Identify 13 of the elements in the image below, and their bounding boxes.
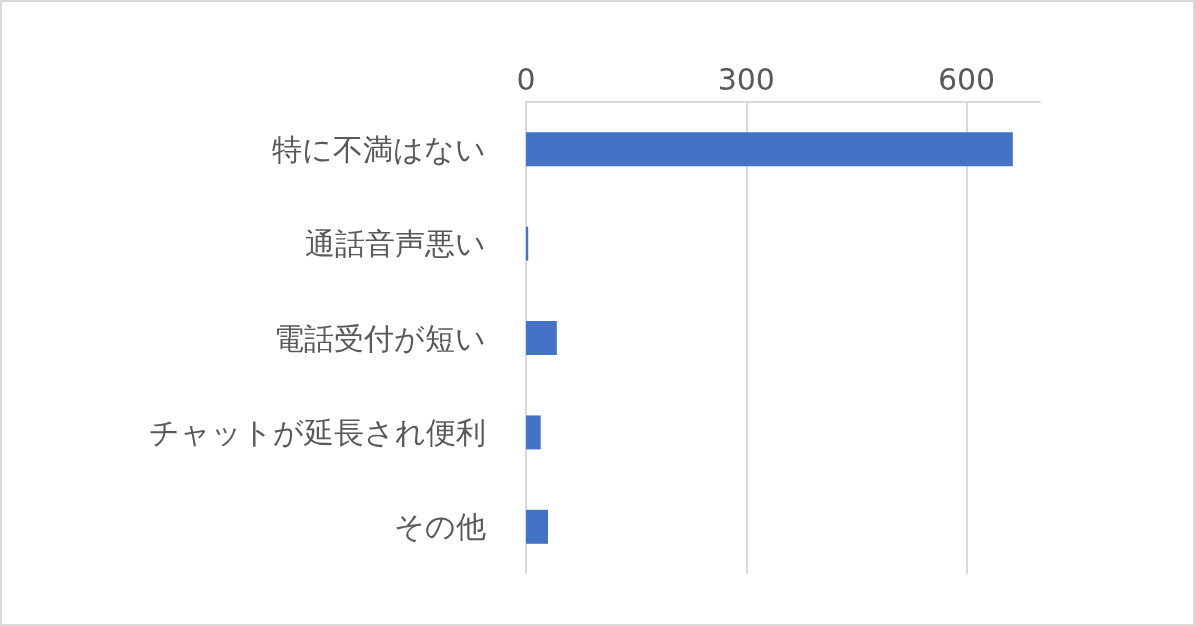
y-tick-label: 通話音声悪い — [305, 226, 486, 262]
bar — [526, 321, 557, 355]
bar — [526, 226, 529, 261]
y-tick-label: 電話受付が短い — [274, 320, 486, 356]
bar — [526, 509, 549, 544]
y-tick-label: 特に不満はない — [272, 131, 486, 167]
x-tick-label: 300 — [717, 61, 775, 97]
x-tick-label: 0 — [516, 61, 536, 97]
x-tick-label: 600 — [937, 61, 996, 97]
y-tick-label: その他 — [394, 509, 486, 545]
bar — [526, 415, 541, 450]
y-tick-label: チャットが延長され便利 — [149, 414, 486, 450]
bar — [526, 132, 1013, 167]
